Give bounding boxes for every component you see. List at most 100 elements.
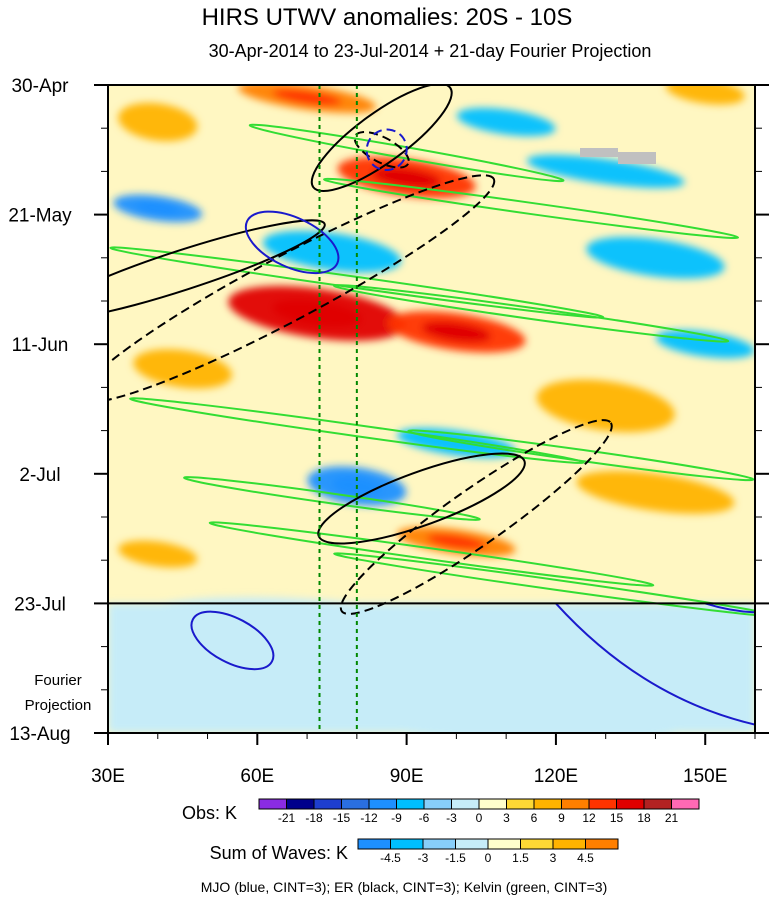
colorbar-tick-label: -15 — [333, 811, 351, 825]
colorbar-tick-label: 0 — [476, 811, 483, 825]
er-contour — [310, 85, 453, 193]
chart-title: HIRS UTWV anomalies: 20S - 10S — [202, 4, 573, 31]
y-tick-label: 2-Jul — [19, 465, 60, 486]
colorbar-tick-label: 15 — [610, 811, 624, 825]
negative-anomaly-core — [135, 201, 180, 216]
colorbar-tick-label: -21 — [278, 811, 296, 825]
colorbar-tick-label: -4.5 — [380, 851, 401, 865]
negative-anomaly — [526, 154, 685, 188]
mjo-contour — [365, 128, 408, 172]
colorbar-tick-label: -3 — [418, 851, 429, 865]
missing-data-patch — [618, 152, 656, 164]
colorbar-swatch — [478, 798, 507, 810]
kelvin-contour — [129, 397, 585, 464]
colorbar-swatch — [341, 798, 370, 810]
positive-anomaly — [133, 349, 233, 389]
waves-legend-label: Sum of Waves: K — [210, 843, 348, 863]
colorbar-swatch — [258, 798, 287, 810]
colorbar-tick-label: 1.5 — [512, 851, 529, 865]
projection-label-line1: Fourier — [34, 672, 82, 689]
y-tick-label: 11-Jun — [12, 335, 69, 356]
projection-label-line2: Projection — [25, 697, 92, 714]
positive-anomaly — [118, 540, 198, 568]
plot-area — [108, 85, 755, 733]
colorbar-tick-label: 9 — [558, 811, 565, 825]
colorbar-swatch — [533, 798, 562, 810]
colorbar-swatch — [368, 798, 397, 810]
mjo-contours — [190, 128, 755, 726]
x-tick-label: 90E — [390, 766, 424, 787]
colorbar-tick-label: 4.5 — [577, 851, 594, 865]
colorbar-tick-label: 0 — [485, 851, 492, 865]
colorbar-tick-label: 6 — [531, 811, 538, 825]
missing-data-patch — [580, 148, 618, 157]
y-tick-label: 21-May — [8, 206, 72, 227]
colorbar-swatch — [552, 838, 586, 850]
mjo-contour — [704, 602, 755, 614]
colorbar-swatch — [390, 838, 424, 850]
colorbar-swatch — [506, 798, 535, 810]
colorbar-swatch — [671, 798, 700, 810]
colorbar-tick-label: -9 — [391, 811, 402, 825]
er-contour — [353, 131, 410, 169]
colorbar-swatch — [451, 798, 480, 810]
x-tick-label: 30E — [91, 766, 125, 787]
positive-anomaly — [536, 379, 675, 433]
colorbar-swatch — [423, 798, 452, 810]
negative-anomaly — [456, 107, 556, 137]
er-contour — [339, 419, 613, 615]
colorbar-swatch — [643, 798, 672, 810]
plot-frame — [107, 84, 756, 734]
colorbar-swatch — [286, 798, 315, 810]
colorbar-swatch — [520, 838, 554, 850]
positive-anomaly — [665, 85, 745, 105]
colorbar-swatch — [455, 838, 489, 850]
kelvin-contour — [407, 429, 755, 482]
colorbar-swatch — [422, 838, 456, 850]
mjo-contour — [555, 602, 755, 726]
reference-longitude-lines — [318, 85, 358, 733]
colorbar-tick-label: -18 — [305, 811, 323, 825]
y-tick-label: 13-Aug — [9, 724, 70, 745]
positive-anomaly — [576, 470, 735, 514]
positive-anomaly-core — [272, 299, 362, 328]
kelvin-contour — [332, 284, 730, 343]
y-tick-label: 30-Apr — [11, 76, 69, 97]
x-axis: 30E 60E 90E 120E 150E — [91, 733, 756, 787]
kelvin-contour — [183, 476, 481, 521]
kelvin-contour — [323, 177, 740, 240]
colorbar-swatch — [585, 838, 619, 850]
mjo-contour — [244, 210, 340, 275]
negative-anomaly — [110, 597, 703, 733]
negative-anomaly — [262, 230, 402, 273]
er-contour — [108, 219, 326, 321]
y-axis: 30-Apr 21-May 11-Jun 2-Jul 23-Jul 13-Aug — [8, 76, 769, 745]
colorbar-tick-label: 3 — [550, 851, 557, 865]
colorbar-swatch — [561, 798, 590, 810]
colorbar-tick-label: 12 — [582, 811, 596, 825]
obs-legend-label: Obs: K — [182, 803, 237, 823]
positive-anomaly-core — [421, 321, 491, 343]
colorbar-swatch — [313, 798, 342, 810]
positive-anomaly — [118, 102, 198, 142]
colorbar-tick-label: -12 — [360, 811, 378, 825]
x-tick-label: 60E — [240, 766, 274, 787]
chart-subtitle: 30-Apr-2014 to 23-Jul-2014 + 21-day Four… — [209, 41, 652, 61]
colorbar-tick-label: 18 — [637, 811, 651, 825]
obs-colorbar: -21 -18 -15 -12 -9 -6 -3 0 3 6 9 12 15 18 21 — [258, 798, 700, 825]
positive-anomaly-core — [426, 534, 486, 550]
x-tick-label: 150E — [683, 766, 727, 787]
colorbar-tick-label: -1.5 — [445, 851, 466, 865]
x-tick-label: 120E — [534, 766, 578, 787]
colorbar-tick-label: -6 — [419, 811, 430, 825]
colorbar-swatch — [616, 798, 645, 810]
mjo-contour — [190, 610, 275, 671]
kelvin-contour — [208, 521, 655, 587]
colorbar-swatch — [487, 838, 521, 850]
kelvin-contour — [333, 552, 755, 618]
waves-colorbar: -4.5 -3 -1.5 0 1.5 3 4.5 — [357, 838, 619, 865]
negative-anomaly — [586, 237, 725, 279]
colorbar-swatch — [588, 798, 617, 810]
colorbar-swatch — [396, 798, 425, 810]
